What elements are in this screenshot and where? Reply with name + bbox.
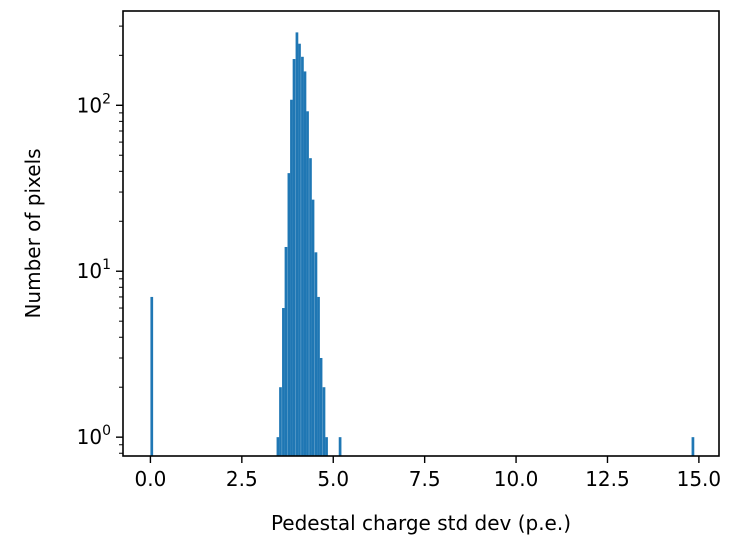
x-tick-label: 0.0	[135, 467, 167, 491]
histogram-bar	[303, 71, 307, 457]
histogram-bar	[309, 158, 312, 456]
histogram-bar	[150, 296, 154, 456]
x-axis-label: Pedestal charge std dev (p.e.)	[271, 511, 571, 535]
histogram-bar	[319, 357, 323, 456]
y-tick-label: 100	[77, 423, 111, 449]
histogram-bar	[276, 437, 280, 456]
histogram-bar	[325, 437, 328, 456]
histogram-bar	[317, 296, 320, 456]
histogram-bar	[322, 387, 326, 456]
x-tick-label: 12.5	[585, 467, 630, 491]
y-axis-ticks: 100 101 102	[77, 25, 123, 454]
y-tick-label: 101	[77, 257, 111, 283]
x-tick-label: 2.5	[226, 467, 258, 491]
x-tick-label: 10.0	[494, 467, 539, 491]
histogram-bar	[306, 111, 309, 456]
histogram-bar	[290, 99, 293, 457]
histogram-bar	[691, 437, 695, 456]
histogram-bar	[314, 252, 318, 456]
histogram-bars	[150, 32, 695, 457]
y-tick-label: 102	[77, 91, 111, 117]
histogram-bar	[311, 199, 315, 456]
histogram-bar	[295, 32, 299, 457]
histogram-bar	[284, 246, 288, 456]
histogram-bar	[287, 173, 291, 456]
x-tick-label: 5.0	[317, 467, 349, 491]
histogram-bar	[292, 59, 296, 456]
histogram-bar	[298, 43, 301, 457]
plot-frame	[122, 10, 720, 457]
histogram-bar	[301, 56, 304, 456]
x-axis-ticks: 0.0 2.5 5.0 7.5 10.0 12.5 15.0	[135, 456, 722, 491]
histogram-bar	[338, 437, 342, 456]
x-tick-label: 7.5	[409, 467, 441, 491]
y-axis-label: Number of pixels	[21, 148, 45, 318]
histogram-bar	[282, 308, 285, 456]
x-tick-label: 15.0	[677, 467, 722, 491]
histogram-bar	[279, 387, 282, 456]
